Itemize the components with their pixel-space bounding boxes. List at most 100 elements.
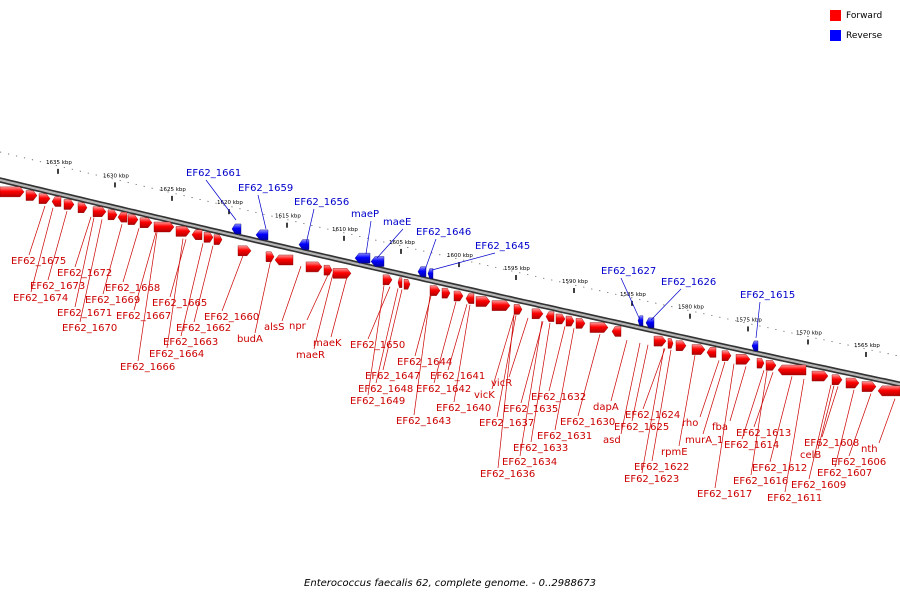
forward-gene-label: vicR <box>491 378 512 389</box>
genome-caption: Enterococcus faecalis 62, complete genom… <box>304 578 596 589</box>
forward-gene-label: maeR <box>296 350 325 361</box>
forward-gene-arrow <box>565 315 575 327</box>
forward-gene-leader <box>610 340 628 402</box>
forward-gene-arrow <box>777 364 807 376</box>
forward-gene-label: EF62_1667 <box>116 311 171 322</box>
forward-gene-arrow <box>38 193 51 204</box>
forward-gene-arrow <box>323 264 333 276</box>
forward-gene-arrow <box>92 206 107 217</box>
forward-gene-arrow <box>475 296 491 307</box>
forward-gene-leader <box>47 211 68 281</box>
forward-gene-label: EF62_1637 <box>479 418 534 429</box>
forward-gene-arrow <box>531 308 544 320</box>
forward-gene-arrow <box>117 211 128 223</box>
forward-gene-leader <box>750 370 768 476</box>
forward-gene-leader <box>821 386 839 438</box>
forward-gene-leader <box>313 273 334 350</box>
forward-gene-leader <box>714 363 735 489</box>
ruler-tick-label: 1630 kbp <box>103 173 129 179</box>
reverse-gene-label: EF62_1615 <box>740 290 795 301</box>
forward-gene-arrow <box>861 381 877 392</box>
forward-gene-leader <box>641 348 665 474</box>
reverse-gene-arrow <box>751 340 759 352</box>
forward-gene-leader <box>166 238 184 349</box>
forward-gene-arrow <box>127 214 139 225</box>
forward-gene-arrow <box>382 274 393 286</box>
ruler-tick-label: 1615 kbp <box>275 214 301 220</box>
forward-gene-arrow <box>735 354 751 365</box>
forward-gene-label: EF62_1624 <box>625 410 680 421</box>
forward-gene-label: EF62_1630 <box>560 417 615 428</box>
forward-gene-leader <box>74 217 95 308</box>
forward-gene-leader <box>497 314 515 469</box>
reverse-gene-label: maeP <box>351 209 379 220</box>
forward-gene-arrow <box>153 221 175 233</box>
forward-gene-leader <box>577 334 601 417</box>
forward-gene-leader <box>413 295 431 416</box>
forward-gene-arrow <box>191 229 203 240</box>
forward-gene-leader <box>702 361 726 435</box>
forward-gene-label: EF62_1665 <box>152 298 207 309</box>
forward-gene-arrow <box>429 285 441 296</box>
forward-gene-arrow <box>25 190 38 201</box>
reverse-gene-arrow <box>255 229 269 241</box>
forward-gene-leader <box>367 285 385 396</box>
forward-gene-leader <box>834 389 855 468</box>
forward-gene-arrow <box>139 217 153 228</box>
legend-forward-label: Forward <box>846 10 883 21</box>
forward-gene-leader <box>651 349 672 462</box>
legend-reverse: Reverse <box>830 29 892 42</box>
forward-gene-label: EF62_1664 <box>149 349 204 360</box>
forward-gene-leader <box>808 384 832 480</box>
forward-gene-leader <box>330 276 348 338</box>
forward-gene-leader <box>79 219 103 323</box>
forward-gene-arrow <box>653 335 667 347</box>
forward-gene-arrow <box>721 350 732 361</box>
forward-gene-label: fba <box>712 422 728 433</box>
forward-gene-arrow <box>213 234 223 245</box>
ruler-tick-label: 1605 kbp <box>389 240 415 246</box>
forward-gene-arrow <box>403 279 411 290</box>
forward-gene-label: EF62_1636 <box>480 469 535 480</box>
forward-gene-leader <box>642 348 666 410</box>
forward-gene-label: EF62_1662 <box>176 323 231 334</box>
forward-gene-label: EF62_1644 <box>397 357 452 368</box>
forward-gene-leader <box>848 393 872 457</box>
forward-gene-label: EF62_1643 <box>396 416 451 427</box>
reverse-gene-leader <box>305 208 315 245</box>
forward-gene-label: EF62_1649 <box>350 396 405 407</box>
forward-gene-label: EF62_1648 <box>358 384 413 395</box>
forward-gene-label: maeK <box>313 338 342 349</box>
forward-gene-leader <box>699 360 720 418</box>
forward-gene-label: npr <box>289 321 307 332</box>
forward-gene-leader <box>254 259 272 334</box>
forward-gene-label: vicK <box>474 390 495 401</box>
forward-gene-label: EF62_1673 <box>30 281 85 292</box>
forward-gene-leader <box>30 207 54 293</box>
forward-gene-label: EF62_1642 <box>416 384 471 395</box>
reverse-gene-leader <box>620 277 641 321</box>
reverse-gene-leader <box>424 238 437 271</box>
forward-gene-leader <box>491 314 515 390</box>
forward-gene-label: EF62_1663 <box>163 337 218 348</box>
forward-gene-leader <box>554 328 575 431</box>
forward-gene-leader <box>729 366 747 422</box>
forward-gene-leader <box>221 252 245 312</box>
forward-gene-arrow <box>555 313 566 325</box>
reverse-gene-label: EF62_1656 <box>294 197 349 208</box>
forward-gene-arrow <box>675 340 687 351</box>
forward-gene-arrow <box>765 360 777 371</box>
reverse-gene-leader <box>365 220 372 255</box>
forward-gene-leader <box>508 317 529 378</box>
ruler-tick-label: 1595 kbp <box>504 266 530 272</box>
forward-gene-leader <box>28 205 46 256</box>
forward-gene-leader <box>519 321 543 457</box>
forward-gene-label: EF62_1647 <box>365 371 420 382</box>
forward-gene-label: asd <box>603 435 621 446</box>
forward-gene-label: EF62_1674 <box>13 293 68 304</box>
reverse-swatch <box>830 30 841 41</box>
forward-gene-leader <box>102 224 123 295</box>
